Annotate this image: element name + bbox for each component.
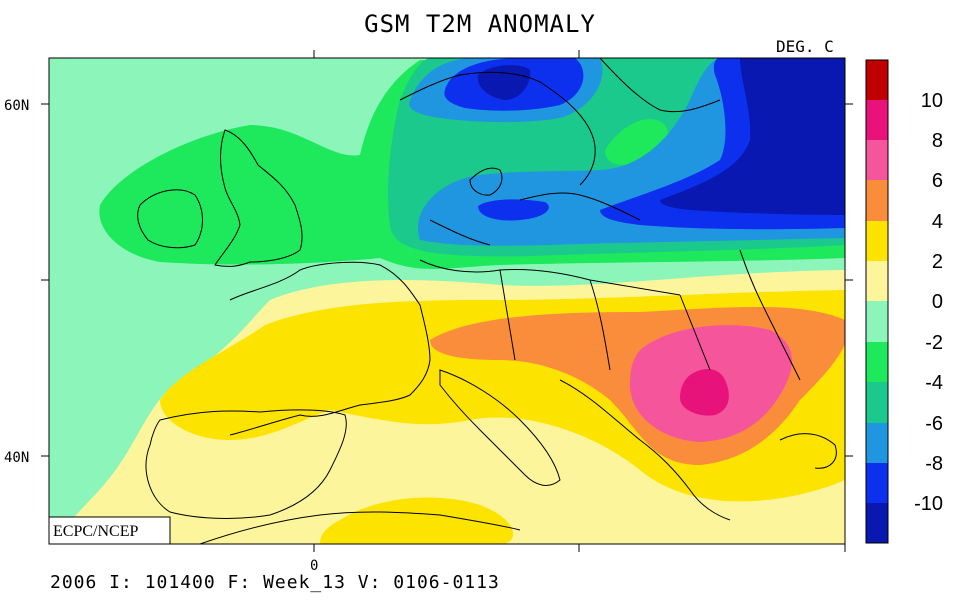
colorbar-labels: 10 8 6 4 2 0 -2 -4 -6 -8 -10 (914, 90, 943, 515)
map-frame (48, 57, 846, 545)
colorbar-swatch-minus8-minus6 (866, 423, 888, 463)
colorbar-swatch-0-2 (866, 261, 888, 301)
axis-ticks (41, 50, 853, 552)
colorbar-label: -10 (914, 493, 943, 515)
field-band-below-minus10 (660, 58, 845, 215)
colorbar-swatch-8-10 (866, 100, 888, 140)
field-band-8-10 (680, 368, 729, 416)
colorbar-swatch-below-minus10 (866, 503, 888, 543)
lat-label-40n: 40N (4, 450, 29, 466)
colorbar-label: 0 (932, 291, 943, 313)
colorbar-swatch-minus4-minus2 (866, 342, 888, 382)
field-band-minus10-minus8-center (478, 199, 549, 221)
lon-label-0: 0 (310, 558, 318, 574)
colorbar (865, 59, 889, 544)
colorbar-swatch-6-8 (866, 140, 888, 180)
colorbar-frame (865, 59, 889, 544)
colorbar-label: -6 (925, 413, 943, 435)
units-label: DEG. C (776, 37, 834, 56)
coastlines (137, 58, 837, 544)
colorbar-label: 6 (932, 170, 943, 192)
field-band-2-4-south (320, 497, 514, 544)
colorbar-swatch-minus10-minus8 (866, 463, 888, 503)
colorbar-swatch-4-6 (866, 180, 888, 221)
credit-box (48, 516, 171, 545)
field-band-below-minus10-north (477, 65, 531, 100)
colorbar-label: -8 (925, 453, 943, 475)
credit-label: ECPC/NCEP (53, 523, 138, 540)
colorbar-swatch-minus6-minus4 (866, 382, 888, 423)
colorbar-label: 4 (932, 211, 943, 233)
colorbar-label: 2 (932, 251, 943, 273)
colorbar-label: -4 (925, 372, 943, 394)
colorbar-label: 10 (921, 90, 943, 112)
lat-label-60n: 60N (4, 98, 29, 114)
colorbar-label: -2 (925, 332, 943, 354)
colorbar-label: 8 (932, 130, 943, 152)
colorbar-swatch-above-10 (866, 60, 888, 100)
anomaly-field (49, 58, 845, 544)
run-info-footer: 2006 I: 101400 F: Week_13 V: 0106-0113 (50, 572, 500, 593)
map-title: GSM T2M ANOMALY (364, 10, 596, 38)
colorbar-swatch-2-4 (866, 221, 888, 261)
colorbar-swatch-minus2-0 (866, 301, 888, 342)
